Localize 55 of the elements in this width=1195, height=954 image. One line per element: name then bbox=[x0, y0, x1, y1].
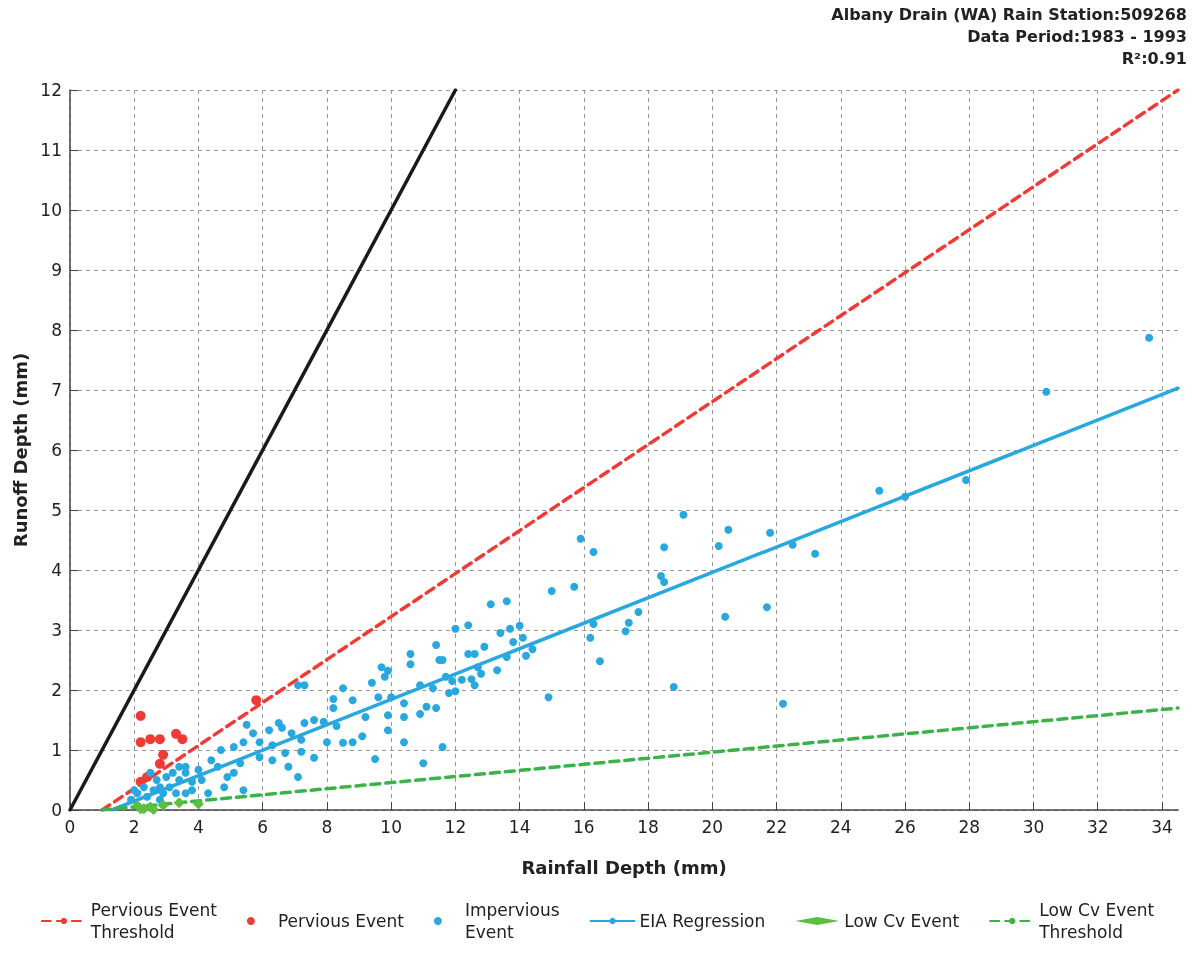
x-tick-label: 34 bbox=[1151, 816, 1173, 837]
legend-label: Pervious Event Threshold bbox=[89, 900, 218, 942]
y-tick-label: 1 bbox=[51, 740, 62, 760]
point bbox=[170, 728, 181, 739]
point bbox=[154, 734, 165, 745]
chart-subtitle: Data Period:1983 - 1993 bbox=[967, 26, 1187, 46]
x-tick-label: 6 bbox=[257, 816, 269, 837]
x-tick-label: 2 bbox=[128, 816, 140, 837]
x-tick-label: 24 bbox=[829, 816, 852, 837]
x-tick-label: 22 bbox=[765, 816, 788, 837]
y-tick-label: 4 bbox=[51, 560, 62, 580]
y-tick-label: 5 bbox=[51, 500, 62, 520]
y-tick-label: 9 bbox=[51, 260, 62, 280]
text: R²:0.91 bbox=[1121, 48, 1187, 68]
x-tick-label: 0 bbox=[64, 816, 76, 837]
y-tick-label: 3 bbox=[51, 620, 62, 640]
legend-label: Pervious Event bbox=[277, 911, 405, 931]
chart-title: Albany Drain (WA) Rain Station:509268 bbox=[831, 4, 1187, 24]
y-tick-label: 11 bbox=[40, 140, 62, 160]
x-tick-label: 32 bbox=[1086, 816, 1109, 837]
y-axis-title: Runoff Depth (mm) bbox=[9, 352, 31, 548]
x-tick-label: 12 bbox=[444, 816, 467, 837]
point bbox=[177, 734, 188, 745]
x-tick-label: 10 bbox=[380, 816, 402, 837]
point bbox=[251, 695, 262, 706]
y-tick-label: 6 bbox=[51, 440, 62, 460]
x-axis-title: Rainfall Depth (mm) bbox=[521, 856, 727, 878]
x-tick-label: 28 bbox=[958, 816, 981, 837]
point bbox=[145, 734, 156, 745]
y-tick-label: 7 bbox=[51, 380, 62, 400]
x-tick-label: 14 bbox=[508, 816, 531, 837]
y-tick-label: 10 bbox=[40, 200, 62, 220]
x-tick-label: 16 bbox=[573, 816, 595, 837]
y-tick-label: 2 bbox=[51, 680, 62, 700]
point bbox=[135, 737, 146, 748]
y-tick-label: 8 bbox=[51, 320, 62, 340]
x-tick-label: 26 bbox=[894, 816, 916, 837]
legend-label: EIA Regression bbox=[639, 911, 766, 931]
legend-label: Impervious Event bbox=[464, 900, 560, 942]
point bbox=[173, 797, 185, 809]
point bbox=[157, 799, 169, 811]
point bbox=[158, 749, 169, 760]
x-tick-label: 4 bbox=[193, 816, 204, 837]
x-tick-label: 20 bbox=[701, 816, 724, 837]
x-tick-label: 8 bbox=[321, 816, 333, 837]
point bbox=[192, 798, 204, 810]
y-tick-label: 0 bbox=[51, 800, 62, 820]
x-tick-label: 18 bbox=[637, 816, 659, 837]
point bbox=[135, 710, 146, 721]
point bbox=[148, 803, 159, 815]
legend-label: Low Cv Event Threshold bbox=[1038, 900, 1155, 942]
y-tick-label: 12 bbox=[40, 80, 62, 100]
legend-label: Low Cv Event bbox=[844, 911, 960, 931]
x-tick-label: 30 bbox=[1022, 816, 1045, 837]
point bbox=[154, 758, 165, 769]
